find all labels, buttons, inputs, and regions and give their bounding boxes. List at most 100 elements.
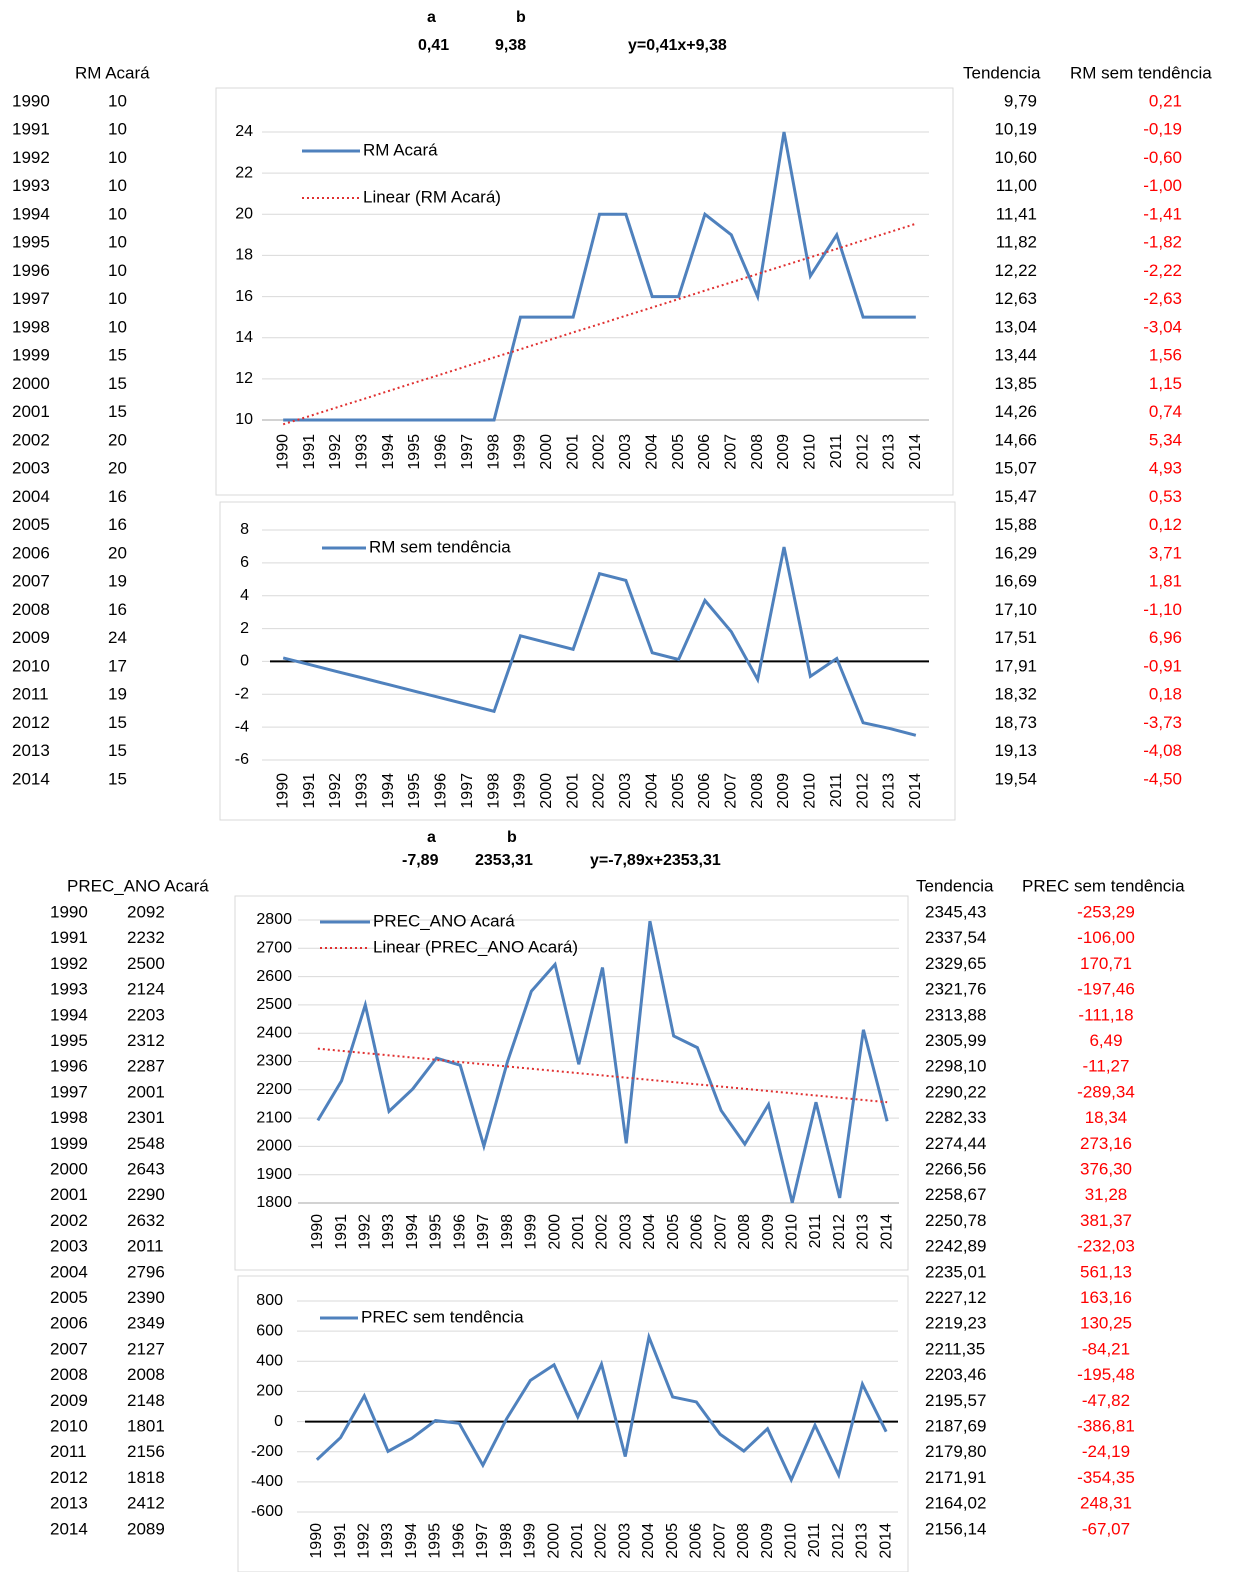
year-cell: 2002: [12, 430, 50, 449]
y-tick-label: -200: [251, 1443, 283, 1460]
trend-cell: 10,60: [994, 148, 1037, 167]
trend-cell: 11,82: [996, 233, 1037, 252]
x-tick-label: 2007: [712, 1214, 729, 1250]
trend-cell: 13,85: [994, 374, 1037, 393]
coefficient: b: [507, 829, 517, 846]
year-cell: 1990: [12, 91, 50, 110]
detrended-cell: 0,18: [1149, 685, 1182, 704]
year-cell: 1995: [12, 233, 50, 252]
value-cell: 2500: [127, 954, 165, 973]
trend-cell: 2305,99: [925, 1031, 986, 1050]
y-tick-label: 14: [235, 329, 253, 346]
x-tick-label: 2004: [641, 1214, 658, 1250]
x-tick-label: 1991: [301, 773, 318, 809]
value-cell: 20: [108, 543, 127, 562]
year-cell: 2006: [50, 1314, 88, 1333]
year-cell: 2004: [12, 487, 50, 506]
detrended-cell: 130,25: [1080, 1314, 1132, 1333]
x-tick-label: 2012: [831, 1214, 848, 1250]
detrended-cell: -84,21: [1082, 1339, 1130, 1358]
chart-frame: [234, 895, 909, 1271]
value-cell: 2011: [127, 1237, 164, 1256]
trend-cell: 2250,78: [925, 1211, 986, 1230]
year-cell: 2007: [50, 1339, 88, 1358]
x-tick-label: 1990: [309, 1214, 326, 1250]
value-cell: 2412: [127, 1494, 165, 1513]
x-tick-label: 2005: [670, 773, 687, 809]
x-tick-label: 2006: [696, 773, 713, 809]
detrended-cell: 5,34: [1149, 430, 1182, 449]
coefficient: 2353,31: [475, 852, 533, 869]
x-tick-label: 2010: [802, 773, 819, 809]
value-cell: 2796: [127, 1262, 165, 1281]
x-tick-label: 2013: [881, 773, 898, 809]
y-tick-label: 2: [240, 620, 249, 637]
x-tick-label: 1998: [499, 1214, 516, 1250]
trend-cell: 13,04: [994, 317, 1037, 336]
x-tick-label: 2010: [802, 434, 819, 470]
x-tick-label: 2010: [783, 1214, 800, 1250]
trend-cell: 14,66: [994, 430, 1037, 449]
value-cell: 19: [108, 572, 127, 591]
value-cell: 15: [108, 346, 127, 365]
x-tick-label: 2006: [688, 1523, 705, 1559]
x-tick-label: 2003: [616, 1523, 633, 1559]
value-cell: 10: [108, 317, 127, 336]
trend-cell: 2235,01: [925, 1262, 986, 1281]
detrended-cell: -253,29: [1077, 902, 1135, 921]
year-cell: 2000: [50, 1159, 88, 1178]
x-tick-label: 2005: [665, 1214, 682, 1250]
trend-cell: 2195,57: [925, 1391, 986, 1410]
x-tick-label: 2006: [696, 434, 713, 470]
detrended-cell: 18,34: [1085, 1108, 1128, 1127]
trend-cell: 2164,02: [925, 1494, 986, 1513]
coefficient: -7,89: [402, 852, 439, 869]
detrended-cell: -232,03: [1077, 1237, 1135, 1256]
detrended-cell: 170,71: [1080, 954, 1132, 973]
y-tick-label: -600: [251, 1503, 283, 1520]
x-tick-label: 1993: [380, 1214, 397, 1250]
detrended-cell: 6,49: [1089, 1031, 1122, 1050]
trend-cell: 14,26: [994, 402, 1037, 421]
trend-cell: 12,22: [994, 261, 1037, 280]
coefficient: y=0,41x+9,38: [628, 37, 727, 54]
legend-label: Linear (PREC_ANO Acará): [373, 937, 578, 956]
detrended-cell: 0,12: [1149, 515, 1182, 534]
value-cell: 2287: [127, 1057, 165, 1076]
y-tick-label: 4: [240, 587, 249, 604]
y-tick-label: 1900: [256, 1166, 292, 1183]
x-tick-label: 2011: [806, 1523, 823, 1558]
trend-cell: 19,54: [994, 769, 1037, 788]
x-tick-label: 1990: [274, 773, 291, 809]
year-cell: 1993: [50, 980, 88, 999]
trend-cell: 15,47: [994, 487, 1037, 506]
detrended-cell: -0,91: [1143, 656, 1182, 675]
trend-cell: 18,73: [994, 713, 1037, 732]
year-cell: 1997: [12, 289, 50, 308]
x-tick-label: 2003: [617, 773, 634, 809]
value-cell: 2008: [127, 1365, 165, 1384]
year-cell: 1994: [12, 204, 50, 223]
value-cell: 10: [108, 233, 127, 252]
trend-cell: 2298,10: [925, 1057, 986, 1076]
column-header: Tendencia: [916, 876, 994, 895]
x-tick-label: 2008: [749, 434, 766, 470]
x-tick-label: 2014: [878, 1214, 895, 1250]
detrended-cell: -106,00: [1077, 928, 1135, 947]
trend-cell: 15,88: [994, 515, 1037, 534]
year-cell: 2011: [50, 1442, 87, 1461]
x-tick-label: 2014: [907, 773, 924, 809]
x-tick-label: 1992: [327, 434, 344, 470]
y-tick-label: 400: [256, 1353, 283, 1370]
detrended-cell: -3,04: [1143, 317, 1182, 336]
detrended-cell: 3,71: [1149, 543, 1182, 562]
trend-cell: 17,10: [994, 600, 1037, 619]
detrended-cell: -1,00: [1143, 176, 1182, 195]
year-cell: 2012: [50, 1468, 88, 1487]
value-cell: 10: [108, 176, 127, 195]
detrended-cell: -0,19: [1143, 120, 1182, 139]
value-cell: 10: [108, 120, 127, 139]
year-cell: 2003: [12, 459, 50, 478]
trend-cell: 12,63: [994, 289, 1037, 308]
